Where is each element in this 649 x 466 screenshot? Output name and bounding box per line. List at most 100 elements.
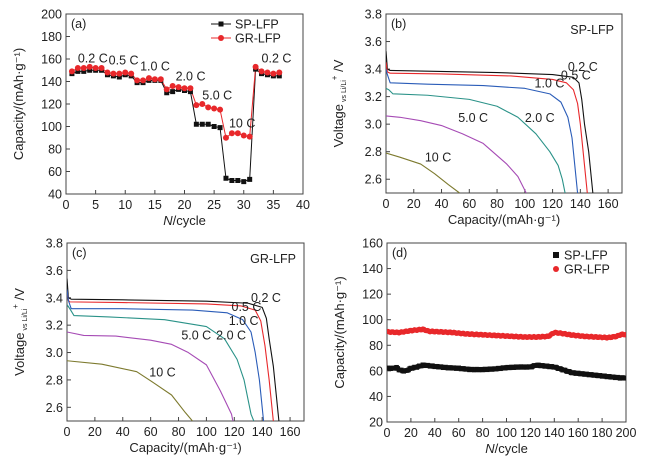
y-tick-label: 3.6 — [365, 35, 382, 49]
rate-label: 1.0 C — [535, 77, 565, 91]
y-tick-label: 3.8 — [365, 8, 382, 22]
x-tick-label: 60 — [452, 426, 466, 440]
x-tick-label: 100 — [496, 426, 517, 440]
panel-b: 0 20 40 60 80 100 120 140 160 2.6 2.8 3.0 3.2 3.4 3.6 3… — [330, 8, 623, 227]
legend-marker — [218, 35, 224, 41]
x-tick-label: 20 — [407, 197, 421, 211]
rate-annotation: 0.2 C — [262, 51, 292, 65]
y-tick-label: 80 — [48, 143, 62, 157]
y-tick-label: 200 — [41, 8, 62, 22]
data-point-gr-lfp — [270, 70, 277, 77]
x-tick-label: 40 — [116, 425, 130, 439]
rate-annotation: 10 C — [229, 117, 255, 131]
x-tick-label: 20 — [178, 198, 192, 212]
x-tick-label: 80 — [476, 426, 490, 440]
data-point-sp-lfp — [211, 124, 217, 129]
data-layer — [68, 63, 283, 185]
x-tick-label: 120 — [542, 197, 563, 211]
data-point-gr-lfp — [258, 68, 265, 75]
y-tick-label: 180 — [41, 30, 62, 44]
panel-c: 0 20 40 60 80 100 120 140 160 2.6 2.8 3.0 3.2 3.4 3.6 3… — [11, 237, 305, 455]
y-tick-label: 3.0 — [46, 346, 63, 360]
y-tick-label: 60 — [48, 165, 62, 179]
data-point-gr-lfp — [228, 130, 235, 137]
data-point-sp-lfp — [170, 89, 176, 95]
data-point-sp-lfp — [247, 176, 253, 182]
panel-label: (c) — [72, 246, 87, 260]
data-layer — [386, 51, 594, 193]
x-tick-label: 200 — [616, 426, 637, 440]
panel-label: (b) — [391, 17, 406, 31]
panel-label: (a) — [71, 17, 86, 31]
y-tick-label: 40 — [369, 390, 383, 404]
y-axis-label: Capacity/(mAh·g⁻¹) — [11, 48, 26, 160]
y-tick-label: 3.6 — [46, 264, 63, 278]
data-point-sp-lfp — [81, 68, 87, 74]
data-point-sp-lfp — [116, 74, 122, 80]
x-tick-label: 25 — [207, 198, 221, 212]
rate-annotation: 2.0 C — [176, 69, 206, 83]
legend-label: SP-LFP — [564, 249, 608, 263]
data-point-gr-lfp — [116, 70, 123, 77]
y-tick-label: 2.8 — [365, 145, 382, 159]
x-axis-label: N/cycle — [485, 441, 528, 456]
data-point-gr-lfp — [86, 63, 93, 70]
data-point-sp-lfp — [75, 68, 81, 74]
x-axis-label: N/cycle — [163, 213, 206, 228]
x-tick-label: 60 — [462, 197, 476, 211]
data-point-gr-lfp — [240, 132, 247, 139]
data-point-sp-lfp — [164, 90, 170, 96]
y-label-sup: + — [11, 304, 20, 309]
data-point-sp-lfp — [199, 121, 205, 127]
x-tick-label: 0 — [63, 198, 70, 212]
data-point-gr-lfp — [187, 85, 194, 92]
x-tick-label: 100 — [196, 425, 217, 439]
legend-marker — [553, 266, 559, 272]
series-line-20C — [386, 87, 566, 193]
y-axis-label: Voltage vs Li/Li+ /V — [11, 288, 29, 376]
y-tick-label: 3.4 — [365, 63, 382, 77]
rate-label: 0.2 C — [568, 60, 598, 74]
rate-label: 5.0 C — [181, 329, 211, 343]
x-tick-label: 40 — [296, 198, 310, 212]
y-tick-label: 3.2 — [365, 90, 382, 104]
x-tick-label: 140 — [570, 197, 591, 211]
y-tick-label: 100 — [362, 313, 383, 327]
x-tick-label: 160 — [568, 426, 589, 440]
x-tick-label: 35 — [266, 198, 280, 212]
data-point-gr-lfp — [163, 86, 170, 93]
x-tick-label: 10 — [118, 198, 132, 212]
x-tick-label: 80 — [172, 425, 186, 439]
x-tick-label: 0 — [384, 426, 391, 440]
x-tick-label: 180 — [592, 426, 613, 440]
x-tick-label: 0 — [383, 197, 390, 211]
rate-label: 5.0 C — [458, 111, 488, 125]
x-tick-label: 120 — [520, 426, 541, 440]
data-point-gr-lfp — [199, 101, 206, 107]
data-point-sp-lfp — [187, 89, 193, 95]
rate-label: 10 C — [425, 150, 451, 164]
x-axis-label-italic: N — [485, 441, 495, 456]
data-point-gr-lfp — [122, 69, 129, 76]
series-line-05C — [386, 62, 588, 193]
y-tick-label: 60 — [369, 364, 383, 378]
data-layer — [67, 278, 280, 421]
data-point-gr-lfp — [205, 104, 212, 111]
data-point-gr-lfp — [157, 76, 164, 83]
y-tick-label: 100 — [41, 120, 62, 134]
legend-label: GR-LFP — [564, 263, 610, 277]
y-label-sup: + — [330, 75, 339, 80]
data-point-gr-lfp — [264, 69, 271, 76]
y-tick-label: 140 — [41, 75, 62, 89]
x-tick-label: 140 — [252, 425, 273, 439]
panel-d: 0 20 40 60 80 100 120 140 160 180 2002040608010012… — [332, 237, 636, 457]
x-axis-label: Capacity/(mAh·g⁻¹) — [129, 440, 241, 455]
data-point-gr-lfp — [211, 105, 218, 112]
panel-title: SP-LFP — [570, 23, 614, 37]
x-tick-label: 30 — [237, 198, 251, 212]
x-tick-label: 140 — [544, 426, 565, 440]
y-tick-label: 3.2 — [46, 319, 63, 333]
data-point-sp-lfp — [229, 178, 235, 183]
data-point-gr-lfp — [104, 69, 111, 76]
